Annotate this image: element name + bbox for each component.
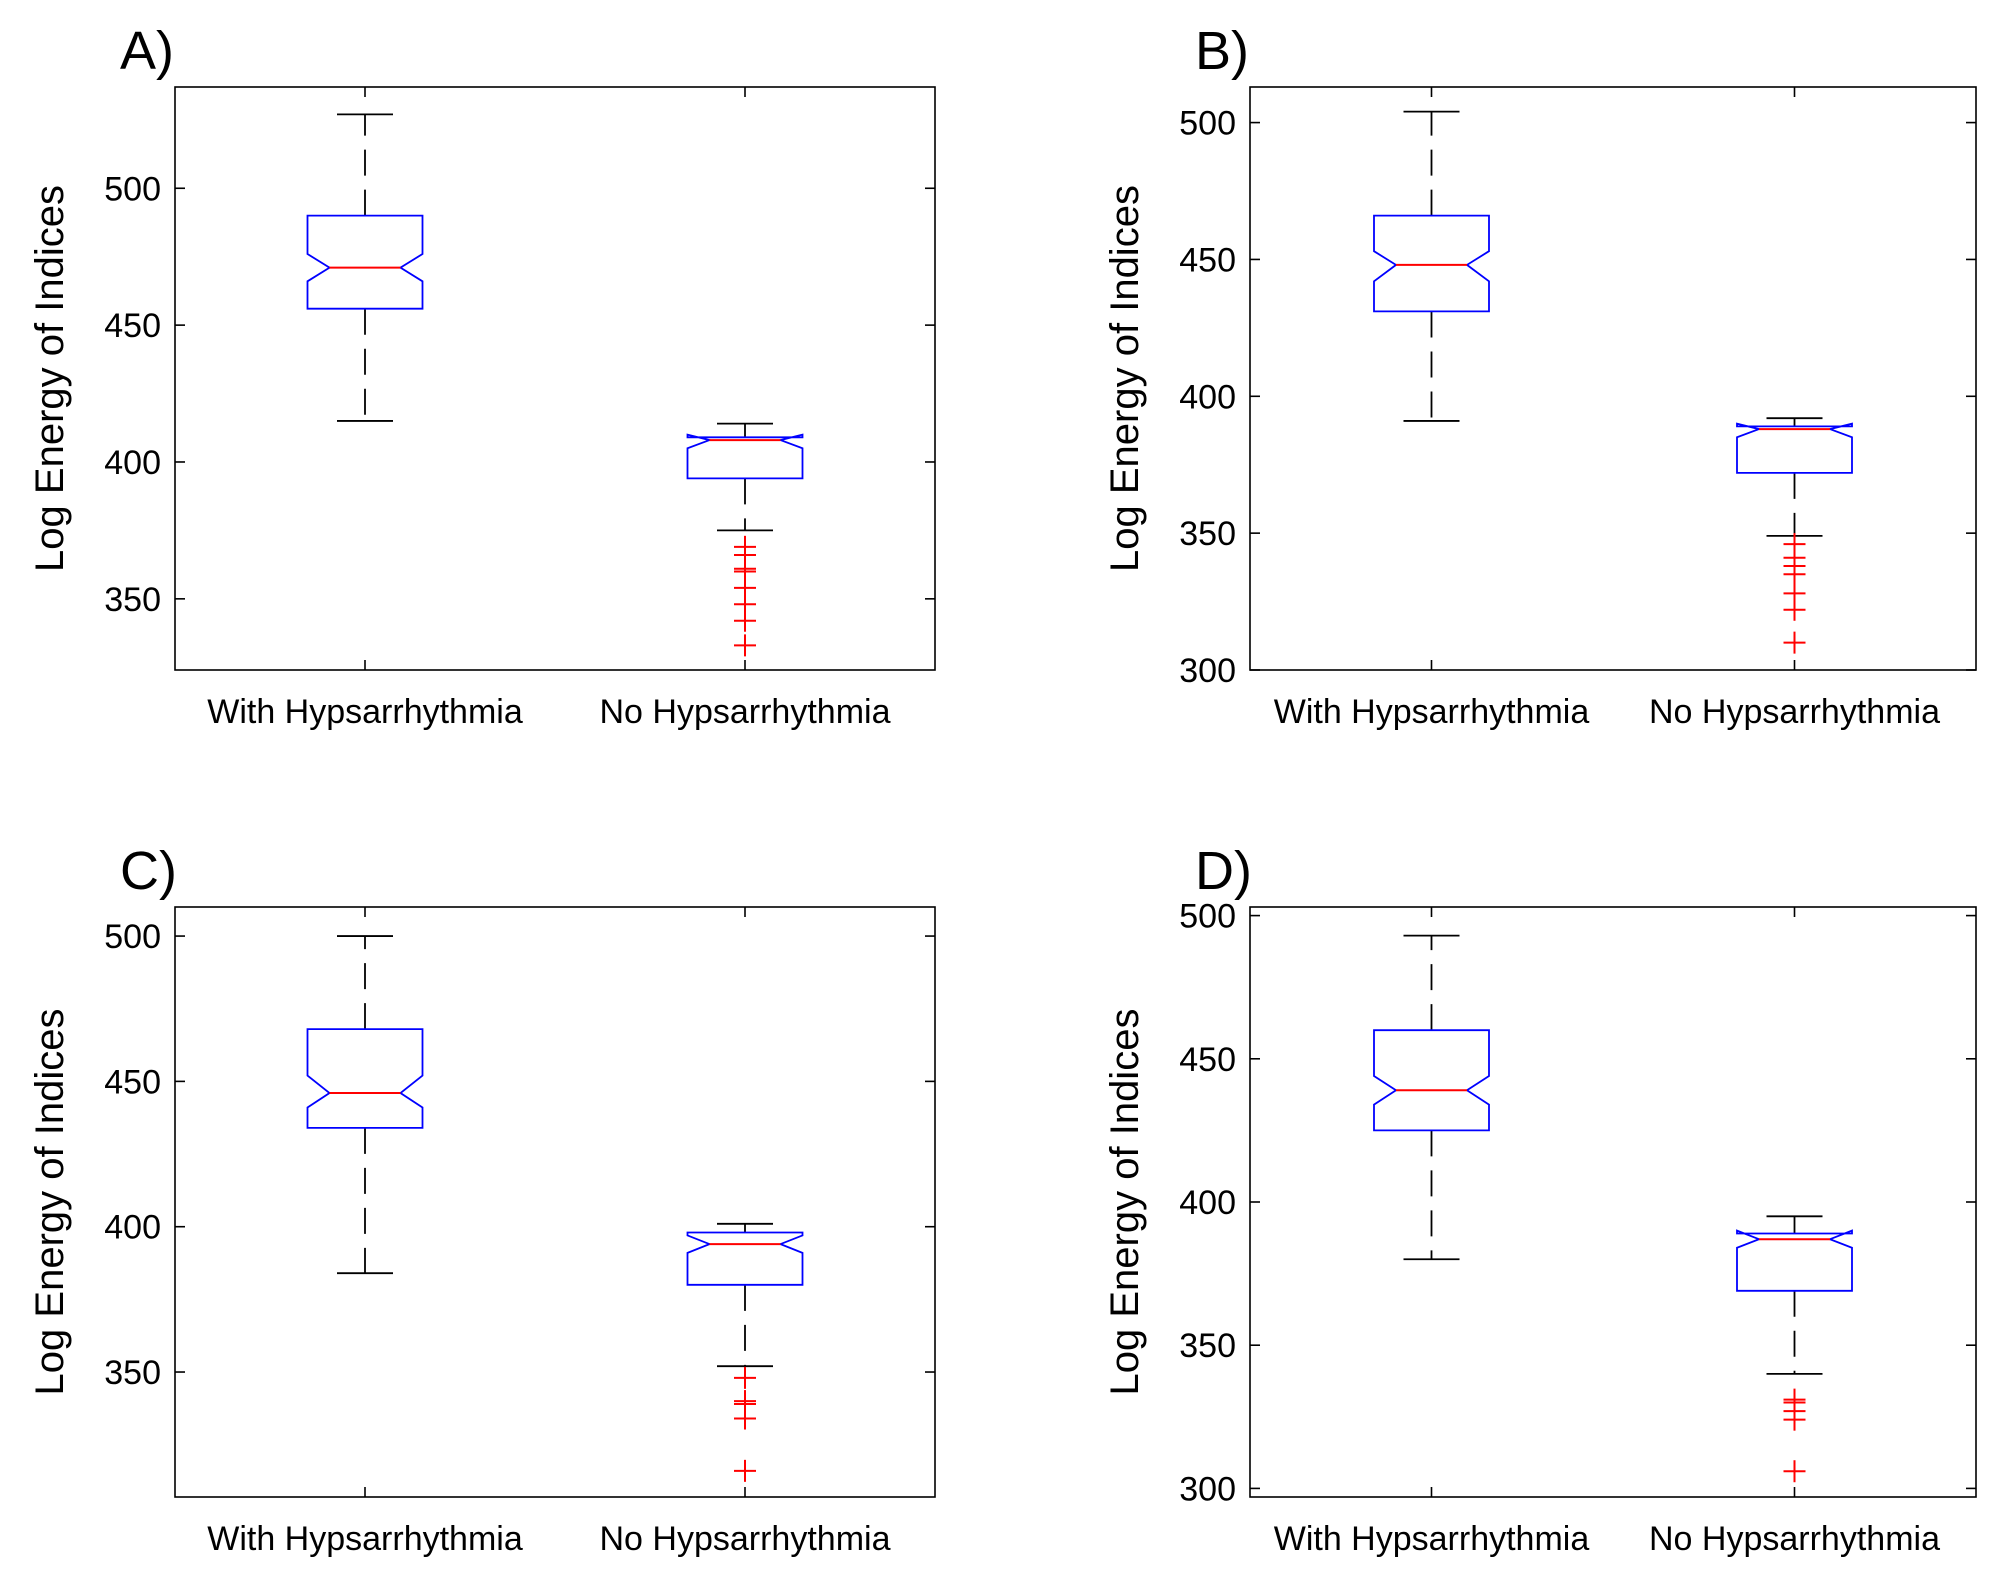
box-body [1373, 214, 1490, 313]
box-1: With Hypsarrhythmia [207, 87, 523, 731]
box-1: With Hypsarrhythmia [1274, 907, 1590, 1558]
y-tick-label: 350 [1179, 1327, 1236, 1365]
y-tick-label: 400 [104, 444, 161, 482]
y-tick-label: 500 [1179, 898, 1236, 936]
y-tick-label: 300 [1179, 1470, 1236, 1508]
x-tick-label: With Hypsarrhythmia [207, 693, 523, 731]
chart-panel-3: C) Log Energy of Indices 350 400 450 500 With … [28, 841, 936, 1558]
y-tick-label: 350 [1179, 515, 1236, 553]
x-tick-label: No Hypsarrhythmia [600, 693, 891, 731]
box-2: No Hypsarrhythmia [1649, 87, 1940, 731]
outlier-marker [734, 634, 756, 657]
box-body [686, 1231, 804, 1286]
box-body [306, 214, 424, 310]
y-tick-label: 450 [104, 1063, 161, 1101]
y-tick-label: 350 [104, 1354, 161, 1392]
box-body [1736, 1229, 1853, 1292]
x-tick-label: With Hypsarrhythmia [207, 1520, 523, 1558]
panel-label: D) [1195, 841, 1252, 901]
axes-frame [1249, 86, 1977, 671]
outlier-marker [734, 1390, 756, 1413]
chart-panel-1: A) Log Energy of Indices 350 400 450 500 With … [28, 21, 936, 731]
box-2: No Hypsarrhythmia [600, 907, 891, 1558]
axes-frame [174, 86, 936, 671]
y-tick-label: 450 [1179, 1041, 1236, 1079]
y-tick-label: 500 [104, 918, 161, 956]
axes-frame [174, 906, 936, 1498]
y-tick-label: 500 [1179, 105, 1236, 143]
y-tick-label: 400 [1179, 1184, 1236, 1222]
outlier-marker [1783, 533, 1806, 556]
y-tick-label: 300 [1179, 652, 1236, 690]
y-tick-label: 450 [104, 307, 161, 345]
box-body [686, 433, 804, 480]
outlier-marker [1783, 631, 1806, 654]
outlier-marker [1783, 1388, 1806, 1411]
chart-panel-4: D) Log Energy of Indices 300 350 400 450 500 Wi… [1103, 841, 1977, 1558]
y-tick-label: 400 [104, 1209, 161, 1247]
chart-panel-2: B) Log Energy of Indices 300 350 400 450 500 Wi… [1103, 21, 1977, 731]
outlier-marker [734, 1459, 756, 1482]
x-tick-label: With Hypsarrhythmia [1274, 1520, 1590, 1558]
box-1: With Hypsarrhythmia [207, 907, 523, 1558]
x-tick-label: No Hypsarrhythmia [1649, 1520, 1940, 1558]
x-tick-label: With Hypsarrhythmia [1274, 693, 1590, 731]
y-axis-label: Log Energy of Indices [28, 185, 72, 572]
panel-label: B) [1195, 21, 1249, 81]
box-body [306, 1028, 424, 1129]
y-tick-label: 500 [104, 170, 161, 208]
box-1: With Hypsarrhythmia [1274, 87, 1590, 731]
panel-label: A) [120, 21, 174, 81]
y-tick-label: 450 [1179, 241, 1236, 279]
panel-label: C) [120, 841, 177, 901]
box-2: No Hypsarrhythmia [1649, 907, 1940, 1558]
outlier-marker [1783, 1460, 1806, 1483]
y-axis-label: Log Energy of Indices [1103, 185, 1147, 572]
x-tick-label: No Hypsarrhythmia [1649, 693, 1940, 731]
box-body [1736, 422, 1853, 474]
box-body [1373, 1029, 1490, 1132]
y-axis-label: Log Energy of Indices [28, 1009, 72, 1396]
y-tick-label: 400 [1179, 378, 1236, 416]
outlier-marker [1783, 582, 1806, 605]
box-2: No Hypsarrhythmia [600, 87, 891, 731]
y-axis-label: Log Energy of Indices [1103, 1009, 1147, 1396]
y-tick-label: 350 [104, 581, 161, 619]
outlier-marker [734, 535, 756, 558]
axes-frame [1249, 906, 1977, 1498]
outlier-marker [734, 1366, 756, 1389]
x-tick-label: No Hypsarrhythmia [600, 1520, 891, 1558]
